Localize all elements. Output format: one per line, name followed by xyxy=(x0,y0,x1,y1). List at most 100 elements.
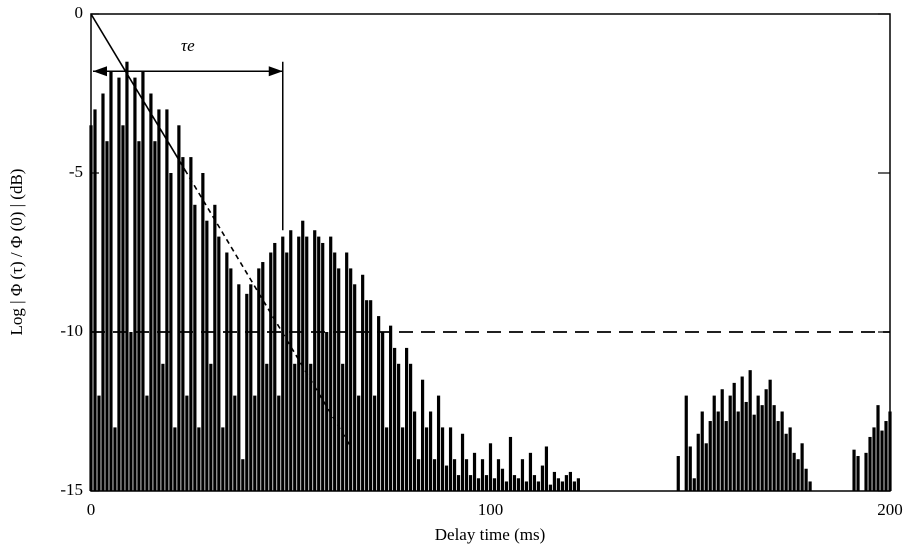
bar xyxy=(313,230,317,492)
bar xyxy=(884,421,888,491)
bar xyxy=(197,427,201,491)
bar xyxy=(333,252,337,491)
y-tick-label: -10 xyxy=(60,321,83,340)
bar xyxy=(373,395,377,491)
bar xyxy=(341,363,345,491)
bar xyxy=(776,421,780,491)
y-tick-label: 0 xyxy=(75,3,84,22)
bar xyxy=(401,427,405,491)
bar xyxy=(704,443,708,491)
bar xyxy=(692,478,696,491)
bar xyxy=(245,293,249,491)
bar xyxy=(696,433,700,491)
bar xyxy=(209,363,213,491)
bar xyxy=(113,427,117,491)
bar xyxy=(440,427,445,491)
bar xyxy=(512,475,517,491)
bar xyxy=(385,427,389,491)
decay-line xyxy=(90,13,186,171)
x-axis-label: Delay time (ms) xyxy=(435,525,545,544)
bar xyxy=(345,252,349,491)
bar xyxy=(357,395,361,491)
bar xyxy=(492,478,497,491)
bar xyxy=(532,475,537,491)
bar xyxy=(444,465,449,491)
bar xyxy=(301,220,305,491)
bar xyxy=(133,77,137,491)
bar xyxy=(193,204,197,492)
arrow-head xyxy=(93,66,107,77)
bar xyxy=(117,77,121,491)
bar xyxy=(105,141,109,491)
y-axis-label: Log | Φ (τ) / Φ (0) | (dB) xyxy=(7,169,26,336)
bar xyxy=(560,481,565,491)
bar xyxy=(720,389,724,491)
bar xyxy=(708,421,712,491)
bar xyxy=(516,478,521,491)
bar xyxy=(868,436,872,491)
bar xyxy=(796,459,800,491)
bar xyxy=(273,242,277,491)
bar xyxy=(289,230,293,492)
bar xyxy=(484,475,489,491)
bar xyxy=(804,468,808,491)
bar xyxy=(121,125,125,492)
bar xyxy=(281,236,285,491)
bar xyxy=(876,405,880,491)
bar xyxy=(157,109,161,492)
bar xyxy=(185,395,189,491)
bar xyxy=(285,252,289,491)
bar xyxy=(269,252,273,491)
bar xyxy=(524,481,529,491)
bar xyxy=(744,401,748,491)
bar xyxy=(317,236,321,491)
bar xyxy=(141,71,145,492)
bar xyxy=(377,316,381,491)
bar xyxy=(217,236,221,491)
bar xyxy=(556,478,561,491)
bar xyxy=(864,452,868,491)
bar xyxy=(432,459,437,491)
bar xyxy=(177,125,181,492)
bar xyxy=(161,363,165,491)
bar xyxy=(468,475,473,491)
bar xyxy=(768,379,772,491)
arrow-head xyxy=(268,66,283,77)
bar xyxy=(732,382,736,491)
bar xyxy=(520,459,525,491)
bar xyxy=(788,427,792,491)
bar xyxy=(712,395,716,491)
bar xyxy=(568,471,572,491)
bar xyxy=(153,141,157,491)
bar xyxy=(536,481,541,491)
bar xyxy=(397,363,401,491)
bar xyxy=(764,389,768,491)
bar xyxy=(448,427,453,491)
y-tick-label: -5 xyxy=(69,162,83,181)
bar xyxy=(416,459,421,491)
bar xyxy=(564,475,569,491)
bar xyxy=(548,484,553,491)
bar xyxy=(540,465,545,491)
bar xyxy=(780,411,784,491)
bar xyxy=(349,268,353,491)
bar xyxy=(428,411,433,491)
x-tick-label: 200 xyxy=(877,500,903,519)
bar xyxy=(221,427,225,491)
bar xyxy=(173,427,177,491)
bar xyxy=(305,236,309,491)
bar xyxy=(544,446,549,491)
bar xyxy=(476,478,481,491)
bar xyxy=(756,395,760,491)
bar xyxy=(405,347,409,491)
bar xyxy=(125,61,129,491)
bar xyxy=(213,204,217,492)
bar xyxy=(261,262,265,491)
bar xyxy=(688,446,692,491)
bar xyxy=(337,268,341,491)
bar xyxy=(369,300,373,491)
bar xyxy=(253,395,257,491)
bar xyxy=(436,395,441,491)
bar xyxy=(241,459,245,491)
bar xyxy=(265,363,269,491)
